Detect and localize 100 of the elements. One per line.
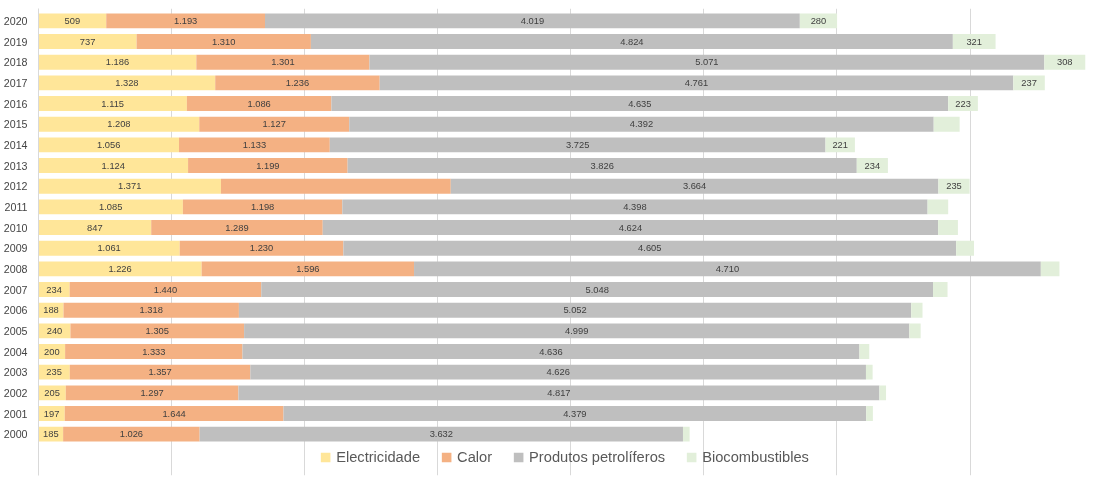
y-tick-label: 2020: [3, 14, 28, 27]
data-label: 234: [46, 284, 62, 295]
bar: [215, 75, 380, 91]
bar: [261, 282, 934, 297]
data-label: 1.061: [97, 243, 121, 254]
bar: [38, 199, 183, 215]
data-label: 5.048: [585, 284, 609, 295]
data-label: 1.193: [173, 15, 198, 26]
data-label: 1.357: [148, 367, 172, 378]
y-tick-label: 2018: [3, 56, 28, 69]
y-tick-label: 2013: [3, 159, 28, 172]
data-label: 1.596: [296, 263, 320, 274]
y-tick-label: 2015: [3, 118, 28, 131]
bar: [38, 116, 200, 132]
legend-label: Produtos petrolíferos: [529, 449, 666, 465]
bar: [927, 199, 949, 215]
data-label: 235: [946, 181, 962, 192]
y-tick-label: 2005: [3, 324, 28, 337]
y-tick-label: 2019: [3, 35, 28, 48]
data-label: 4.626: [546, 367, 570, 378]
bar: [199, 426, 683, 442]
y-tick-label: 2003: [3, 366, 28, 379]
data-label: 4.710: [715, 263, 740, 274]
data-label: 1.301: [271, 57, 295, 68]
data-label: 1.333: [142, 346, 166, 357]
bar: [38, 178, 221, 194]
data-label: 200: [44, 346, 60, 357]
data-label: 223: [955, 98, 971, 109]
bar: [136, 34, 311, 49]
data-label: 4.761: [684, 77, 709, 88]
bar: [865, 364, 873, 380]
data-label: 4.019: [520, 15, 545, 26]
data-label: 4.392: [629, 119, 654, 130]
bar: [879, 385, 887, 401]
data-label: 1.127: [262, 119, 286, 130]
bar: [343, 240, 957, 256]
bar: [859, 344, 870, 359]
data-label: 280: [810, 15, 827, 26]
bar: [38, 54, 197, 70]
bar: [38, 13, 107, 29]
bar: [179, 137, 330, 153]
bar: [38, 261, 202, 277]
bar: [369, 54, 1045, 70]
bar: [329, 137, 826, 153]
data-label: 4.636: [539, 346, 563, 357]
data-label: 1.199: [256, 160, 280, 171]
data-label: 1.115: [101, 98, 125, 109]
data-label: 1.186: [105, 57, 130, 68]
y-tick-label: 2017: [3, 76, 28, 89]
bar: [186, 96, 332, 111]
data-label: 240: [46, 325, 63, 336]
data-label: 1.644: [162, 408, 186, 419]
bar: [38, 96, 187, 111]
y-tick-label: 2014: [3, 138, 28, 151]
data-label: 4.379: [563, 408, 587, 419]
data-label: 737: [79, 36, 96, 47]
data-label: 1.026: [119, 429, 144, 440]
data-label: 237: [1021, 77, 1037, 88]
bar: [349, 116, 934, 132]
y-tick-label: 2007: [3, 283, 28, 296]
bar: [414, 261, 1041, 277]
bar: [933, 116, 960, 132]
data-label: 1.124: [101, 160, 125, 171]
bar: [106, 13, 265, 29]
data-label: 1.208: [107, 119, 131, 130]
data-label: 1.305: [145, 325, 169, 336]
bar: [283, 406, 867, 421]
bar: [182, 199, 343, 215]
bar: [250, 364, 866, 380]
bar: [909, 323, 921, 339]
bar: [38, 34, 137, 49]
data-label: 221: [832, 139, 849, 150]
data-label: 1.318: [139, 305, 163, 316]
data-label: 185: [43, 429, 59, 440]
y-tick-label: 2009: [3, 242, 28, 255]
y-tick-label: 2012: [3, 180, 28, 193]
bar: [342, 199, 928, 215]
bar: [70, 323, 245, 339]
bar: [69, 364, 251, 380]
data-label: 205: [44, 387, 60, 398]
data-label: 5.052: [563, 305, 587, 316]
y-tick-label: 2008: [3, 262, 28, 275]
data-label: 197: [43, 408, 60, 419]
bar: [38, 137, 180, 153]
bar: [69, 282, 262, 297]
y-tick-label: 2001: [3, 407, 28, 420]
bar: [196, 54, 370, 70]
bar: [938, 220, 958, 235]
data-label: 235: [46, 367, 62, 378]
bar: [65, 385, 239, 401]
y-tick-label: 2010: [3, 221, 28, 234]
bar: [64, 406, 284, 421]
data-label: 1.297: [140, 387, 164, 398]
y-tick-label: 2004: [3, 345, 28, 358]
bar: [65, 344, 243, 359]
data-label: 1.310: [212, 36, 236, 47]
data-label: 1.198: [250, 201, 275, 212]
data-label: 4.624: [618, 222, 643, 233]
bar: [1013, 75, 1045, 91]
data-label: 1.133: [242, 139, 267, 150]
